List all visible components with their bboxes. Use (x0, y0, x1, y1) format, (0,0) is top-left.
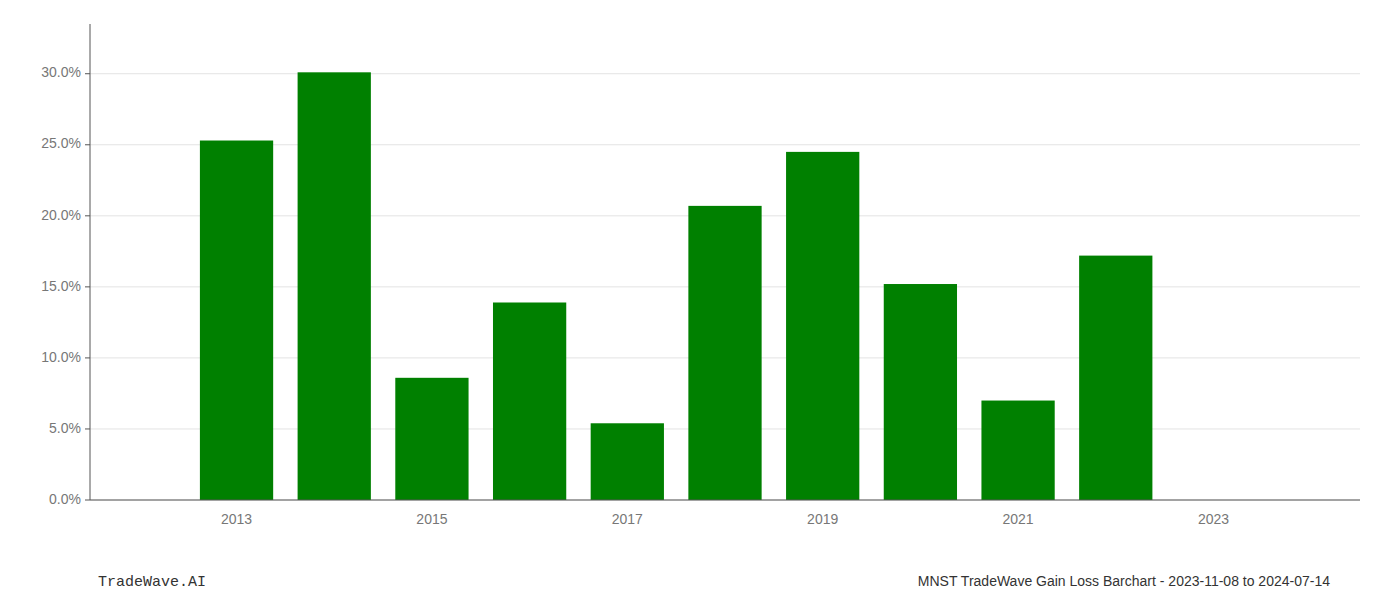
y-tick-label: 15.0% (41, 278, 81, 294)
grid-line (90, 73, 1360, 74)
x-axis-line (90, 500, 1360, 501)
axes: 0.0% 5.0% 10.0% 15.0% 20.0% 25.0% 30.0% 2013 201… (41, 24, 1360, 527)
bar (1079, 256, 1152, 500)
y-tick (85, 215, 90, 216)
y-tick-label: 10.0% (41, 349, 81, 365)
texts: TradeWave.AI MNST TradeWave Gain Loss Bar… (98, 573, 1330, 591)
grid-line (90, 500, 1360, 501)
title: MNST TradeWave Gain Loss Barchart - 2023… (918, 573, 1330, 589)
bar (688, 206, 761, 500)
chart-container: 0.0% 5.0% 10.0% 15.0% 20.0% 25.0% 30.0% 2013 201… (0, 0, 1400, 600)
bar (395, 378, 468, 500)
y-tick-label: 0.0% (49, 491, 81, 507)
bars (200, 72, 1153, 500)
page: {"chart_data": {"type": "bar", "title": … (0, 0, 1400, 600)
grid (90, 74, 1360, 500)
chart-svg: 0.0% 5.0% 10.0% 15.0% 20.0% 25.0% 30.0% 2013 201… (0, 0, 1400, 600)
background (0, 0, 1400, 600)
x-tick-label: 2023 (1198, 511, 1229, 527)
y-tick (85, 144, 90, 145)
watermark: TradeWave.AI (98, 574, 206, 591)
x-tick-label: 2017 (612, 511, 643, 527)
x-tick-label: 2013 (221, 511, 252, 527)
bar (591, 423, 664, 500)
y-tick-label: 25.0% (41, 135, 81, 151)
y-tick-label: 20.0% (41, 207, 81, 223)
bar (298, 72, 371, 500)
y-tick-label: 5.0% (49, 420, 81, 436)
y-tick (85, 286, 90, 287)
bar (981, 401, 1054, 500)
y-tick (85, 357, 90, 358)
bar (786, 152, 859, 500)
y-tick (85, 73, 90, 74)
bar (884, 284, 957, 500)
y-tick (85, 500, 90, 501)
y-tick-label: 30.0% (41, 64, 81, 80)
bar (200, 141, 273, 500)
x-tick-label: 2015 (416, 511, 447, 527)
grid-line (90, 144, 1360, 145)
y-tick (85, 428, 90, 429)
x-tick-label: 2021 (1002, 511, 1033, 527)
x-tick-label: 2019 (807, 511, 838, 527)
bar (493, 302, 566, 500)
